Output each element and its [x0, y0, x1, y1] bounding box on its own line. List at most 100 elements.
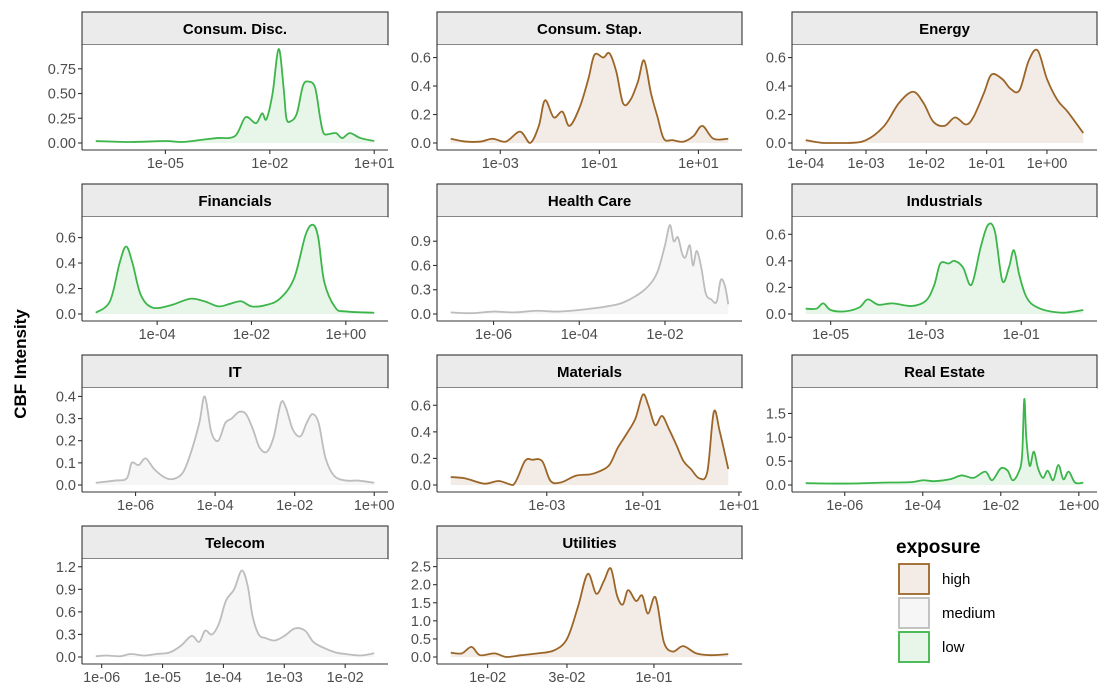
y-tick-label: 0.0 — [56, 307, 76, 323]
facet-strip — [81, 525, 389, 560]
x-tick-label: 1e-01 — [624, 498, 661, 514]
facet-title: IT — [228, 364, 241, 381]
y-tick-label: 1.0 — [766, 430, 786, 446]
facet-strip — [436, 11, 743, 46]
y-tick-label: 0.6 — [766, 227, 786, 243]
y-tick-label: 0.6 — [766, 51, 786, 67]
y-tick-label: 0.2 — [766, 280, 786, 296]
y-tick-label: 2.5 — [411, 560, 431, 576]
x-tick-label: 1e-06 — [83, 670, 120, 686]
y-tick-label: 0.6 — [411, 51, 431, 67]
density-line — [95, 223, 375, 314]
x-tick-label: 1e-05 — [147, 156, 184, 172]
density-line — [95, 395, 375, 484]
facet-title: Health Care — [548, 193, 631, 210]
legend-key-high — [898, 563, 930, 595]
y-tick-label: 0.50 — [48, 87, 76, 103]
x-tick-label: 1e-03 — [847, 156, 884, 172]
x-tick-label: 1e-02 — [469, 670, 506, 686]
facet-health-care: Health Care 0.0 0.3 0.6 0.9 1e-06 1e-04 1e-02 — [411, 183, 743, 343]
y-tick-label: 2.0 — [411, 578, 431, 594]
y-tick-label: 0.6 — [411, 398, 431, 414]
y-tick-label: 0.6 — [56, 231, 76, 247]
y-tick-label: 0.4 — [56, 389, 76, 405]
density-line — [450, 51, 729, 144]
y-tick-label: 0.0 — [766, 136, 786, 152]
y-tick-label: 0.3 — [56, 412, 76, 428]
legend: exposure high medium low — [896, 537, 995, 663]
density-area — [450, 568, 729, 657]
x-tick-label: 1e-04 — [787, 156, 824, 172]
y-axis-label: CBF Intensity — [11, 309, 30, 419]
density-line — [805, 48, 1085, 144]
x-tick-label: 1e-04 — [197, 498, 234, 514]
y-tick-label: 1.2 — [56, 560, 76, 576]
facet-title: Consum. Disc. — [183, 21, 287, 38]
facet-financials: Financials 0.0 0.2 0.4 0.6 1e-04 1e-02 1e+00 — [56, 183, 389, 343]
facet-strip — [791, 11, 1098, 46]
facet-title: Telecom — [205, 535, 265, 552]
facet-telecom: Telecom 0.0 0.3 0.6 0.9 1.2 1e-06 1e-05 1e-04 1e-… — [56, 525, 389, 686]
facet-utilities: Utilities 0.0 0.5 1.0 1.5 2.0 2.5 1e-02 3e-02 1e-… — [411, 525, 743, 686]
y-tick-label: 0.0 — [411, 136, 431, 152]
y-tick-label: 0.0 — [411, 650, 431, 666]
x-tick-label: 1e+00 — [354, 498, 395, 514]
density-area — [95, 224, 375, 314]
facet-consum-disc: Consum. Disc. 0.00 0.25 0.50 0.75 1e-05 1e-02 1… — [48, 11, 395, 172]
density-line — [95, 48, 375, 143]
facet-strip — [81, 183, 389, 218]
y-tick-label: 0.3 — [411, 283, 431, 299]
density-area — [805, 49, 1084, 143]
y-tick-label: 0.0 — [56, 478, 76, 494]
density-area — [450, 225, 729, 314]
x-tick-label: 1e+01 — [678, 156, 719, 172]
y-tick-label: 0.2 — [411, 451, 431, 467]
y-tick-label: 0.2 — [56, 434, 76, 450]
x-tick-label: 1e-04 — [561, 327, 598, 343]
density-line — [450, 393, 730, 486]
legend-key-low — [898, 631, 930, 663]
x-tick-label: 1e-02 — [646, 327, 683, 343]
facet-consum-stap: Consum. Stap. 0.0 0.2 0.4 0.6 1e-03 1e-01 1e+01 — [411, 11, 743, 172]
legend-key-medium — [898, 597, 930, 629]
y-tick-label: 1.0 — [411, 614, 431, 630]
facet-energy: Energy 0.0 0.2 0.4 0.6 1e-04 1e-03 1e-02 1e-01 1e… — [766, 11, 1098, 172]
x-tick-label: 1e-02 — [327, 670, 364, 686]
y-tick-label: 0.6 — [56, 605, 76, 621]
facet-title: Real Estate — [904, 364, 985, 381]
y-tick-label: 1.5 — [766, 406, 786, 422]
density-line — [450, 224, 730, 315]
y-tick-label: 0.1 — [56, 456, 76, 472]
y-tick-label: 0.2 — [56, 282, 76, 298]
density-area — [95, 48, 375, 144]
x-tick-label: 1e-03 — [907, 327, 944, 343]
facet-strip — [791, 183, 1098, 218]
y-tick-label: 0.25 — [48, 111, 76, 127]
legend-label-medium: medium — [942, 605, 995, 622]
x-tick-label: 1e-02 — [251, 156, 288, 172]
x-tick-label: 1e+01 — [354, 156, 395, 172]
density-area — [805, 223, 1084, 314]
y-tick-label: 0.5 — [766, 454, 786, 470]
y-tick-label: 0.6 — [411, 258, 431, 274]
y-tick-label: 0.3 — [56, 627, 76, 643]
legend-title: exposure — [896, 537, 980, 558]
x-tick-label: 1e-02 — [233, 327, 270, 343]
y-tick-label: 0.5 — [411, 632, 431, 648]
x-tick-label: 1e-03 — [266, 670, 303, 686]
density-area — [95, 396, 375, 485]
x-tick-label: 1e-04 — [205, 670, 242, 686]
density-line — [805, 222, 1084, 314]
facet-strip — [791, 354, 1098, 389]
facet-panels: Consum. Disc. 0.00 0.25 0.50 0.75 1e-05 1e-02 1… — [48, 11, 1099, 686]
y-tick-label: 0.2 — [411, 108, 431, 124]
x-tick-label: 1e+00 — [325, 327, 366, 343]
x-tick-label: 1e-06 — [826, 498, 863, 514]
y-tick-label: 0.75 — [48, 62, 76, 78]
density-area — [450, 52, 729, 144]
facet-strip — [436, 354, 743, 389]
y-tick-label: 0.4 — [411, 425, 431, 441]
x-tick-label: 1e-03 — [482, 156, 519, 172]
density-area — [450, 394, 729, 485]
